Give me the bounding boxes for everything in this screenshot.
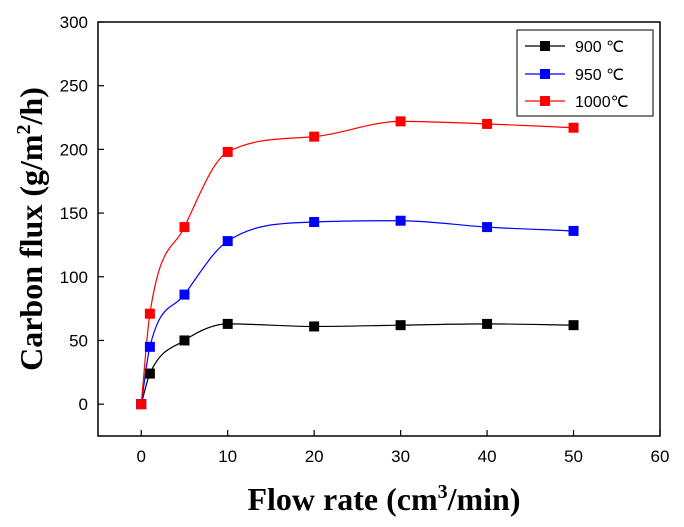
y-axis-title-base: Carbon flux (g/m <box>13 134 49 371</box>
x-tick-label: 10 <box>218 447 237 466</box>
data-point-s0-2 <box>179 335 190 346</box>
data-point-s2-1 <box>144 308 155 319</box>
legend: 900 ℃ 950 ℃ 1000℃ <box>516 29 654 117</box>
legend-label-950: 950 ℃ <box>575 67 624 84</box>
x-tick-label: 30 <box>391 447 410 466</box>
data-point-s0-1 <box>144 368 155 379</box>
data-point-s0-5 <box>395 320 406 331</box>
x-axis-title-tail: /min) <box>447 481 521 517</box>
x-axis-title-sup: 3 <box>438 481 448 503</box>
data-point-s0-4 <box>309 321 320 332</box>
legend-label-1000: 1000℃ <box>575 94 629 111</box>
data-point-s1-6 <box>482 222 493 233</box>
data-point-s0-7 <box>568 320 579 331</box>
data-point-s1-5 <box>395 215 406 226</box>
x-tick-label: 20 <box>305 447 324 466</box>
data-point-s2-4 <box>309 131 320 142</box>
legend-marker-950 <box>540 69 550 79</box>
data-point-s2-7 <box>568 122 579 133</box>
data-point-s2-2 <box>179 222 190 233</box>
y-axis-title-tail: /h) <box>13 87 49 125</box>
y-axis-title-sup: 2 <box>13 124 35 134</box>
x-tick-label: 40 <box>478 447 497 466</box>
legend-box <box>516 29 654 117</box>
data-markers <box>136 116 579 410</box>
data-point-s2-5 <box>395 116 406 127</box>
legend-entry-900: 900 ℃ <box>525 39 624 56</box>
series-line-2 <box>140 120 574 405</box>
y-tick-label: 250 <box>60 77 88 96</box>
y-tick-label: 100 <box>60 268 88 287</box>
y-tick-label: 200 <box>60 140 88 159</box>
x-tick-label: 60 <box>651 447 670 466</box>
y-tick-label: 0 <box>79 395 88 414</box>
data-point-s1-4 <box>309 216 320 227</box>
y-tick-label: 50 <box>69 331 88 350</box>
x-tick-label: 0 <box>136 447 145 466</box>
legend-entry-1000: 1000℃ <box>525 94 629 111</box>
data-point-s2-3 <box>222 146 233 157</box>
data-point-s2-6 <box>482 118 493 129</box>
data-point-s1-2 <box>179 289 190 300</box>
data-point-s1-1 <box>144 341 155 352</box>
data-point-s2-0 <box>136 399 147 410</box>
x-axis-title: Flow rate (cm3/min) <box>247 481 520 517</box>
data-point-s0-6 <box>482 318 493 329</box>
data-point-s1-7 <box>568 225 579 236</box>
y-tick-label: 150 <box>60 204 88 223</box>
y-tick-label: 300 <box>60 13 88 32</box>
x-tick-label: 50 <box>564 447 583 466</box>
legend-label-900: 900 ℃ <box>575 39 624 56</box>
axis-ticks: 0 10 20 30 40 50 60 0 50 100 150 200 250 300 <box>60 13 670 466</box>
y-axis-title: Carbon flux (g/m2/h) <box>13 87 49 371</box>
data-point-s0-3 <box>222 318 233 329</box>
legend-entry-950: 950 ℃ <box>525 67 624 84</box>
data-point-s1-3 <box>222 236 233 247</box>
x-axis-title-base: Flow rate (cm <box>247 481 437 517</box>
legend-marker-900 <box>540 41 550 51</box>
legend-marker-1000 <box>540 96 550 106</box>
